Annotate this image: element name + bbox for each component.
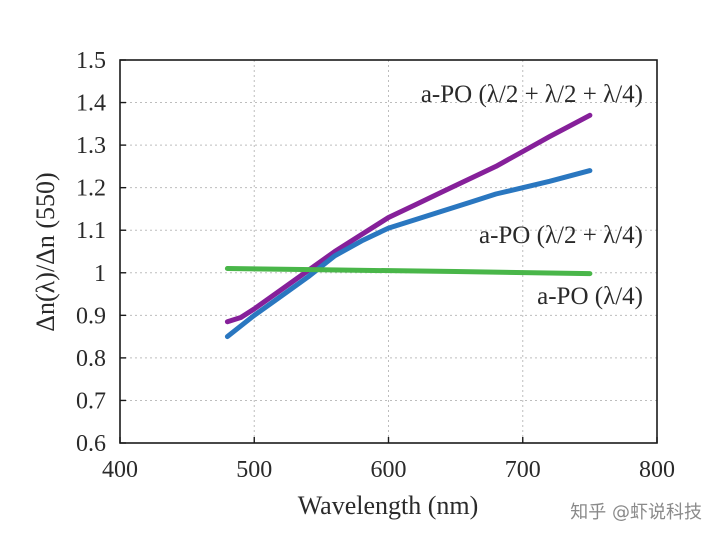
y-tick-label: 1 xyxy=(94,261,106,287)
series-label-half-half-quarter: a-PO (λ/2 + λ/2 + λ/4) xyxy=(421,81,643,108)
series-label-quarter: a-PO (λ/4) xyxy=(537,283,643,310)
x-tick-labels: 400 500 600 700 800 xyxy=(102,457,675,483)
y-tick-label: 1.5 xyxy=(76,48,106,74)
x-tick-label: 400 xyxy=(102,457,138,483)
series-lines xyxy=(224,112,593,340)
y-tick-label: 0.7 xyxy=(76,388,106,414)
y-tick-label: 1.4 xyxy=(76,91,106,117)
grid xyxy=(120,60,657,443)
series-line-quarter xyxy=(224,266,593,277)
series-line-half-quarter xyxy=(224,168,593,340)
y-axis-title: Δn(λ)/Δn (550) xyxy=(31,172,60,331)
x-tick-label: 700 xyxy=(505,457,541,483)
y-tick-labels: 0.6 0.7 0.8 0.9 1 1.1 1.2 1.3 1.4 1.5 xyxy=(76,48,106,457)
series-line-half-half-quarter xyxy=(224,112,593,325)
y-tick-label: 1.3 xyxy=(76,133,106,159)
y-tick-label: 1.1 xyxy=(76,218,106,244)
watermark: 知乎 @虾说科技 xyxy=(570,502,702,523)
y-tick-label: 0.9 xyxy=(76,303,106,329)
y-tick-label: 0.6 xyxy=(76,431,106,457)
x-tick-label: 600 xyxy=(371,457,407,483)
x-tick-label: 500 xyxy=(236,457,272,483)
x-tick-label: 800 xyxy=(639,457,675,483)
tick-marks xyxy=(119,59,658,444)
x-axis-title: Wavelength (nm) xyxy=(298,491,479,520)
series-label-half-quarter: a-PO (λ/2 + λ/4) xyxy=(479,222,643,249)
y-tick-label: 0.8 xyxy=(76,346,106,372)
y-tick-label: 1.2 xyxy=(76,176,106,202)
